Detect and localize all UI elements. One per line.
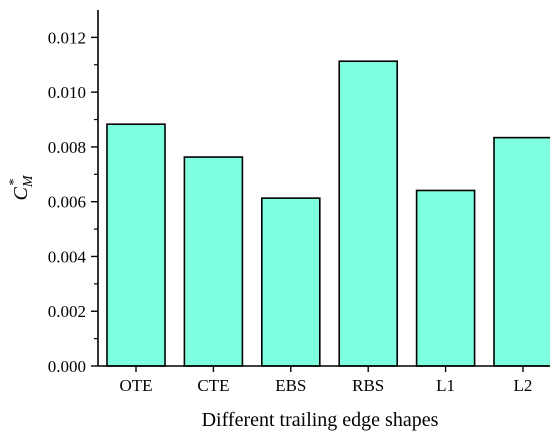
bar-l1 xyxy=(415,189,476,367)
y-tick-label: 0.004 xyxy=(48,247,87,266)
y-tick-label: 0.002 xyxy=(48,302,86,321)
y-tick-label: 0.010 xyxy=(48,83,86,102)
y-axis-title-main: C xyxy=(10,187,32,201)
bar-cte xyxy=(183,156,244,367)
y-axis-title-superscript: * xyxy=(7,178,22,185)
axes-layer xyxy=(97,10,549,367)
ticks-layer: OTECTEEBSRBSL1L2L30.0000.0020.0040.0060.… xyxy=(48,28,533,395)
bar-rbs xyxy=(338,60,399,367)
bar-l2 xyxy=(493,136,550,367)
x-tick-label: RBS xyxy=(352,376,384,395)
y-axis-title: CM* xyxy=(7,174,36,200)
bar-ote xyxy=(106,123,166,367)
y-tick-label: 0.000 xyxy=(48,357,86,376)
x-tick-label: L2 xyxy=(514,376,533,395)
x-tick-label: EBS xyxy=(275,376,306,395)
x-tick-label: CTE xyxy=(197,376,229,395)
y-axis-title-subscript: M xyxy=(21,174,36,188)
x-axis-title: Different trailing edge shapes xyxy=(202,409,439,431)
y-tick-label: 0.008 xyxy=(48,138,86,157)
y-tick-label: 0.012 xyxy=(48,28,86,47)
y-tick-label: 0.006 xyxy=(48,193,86,212)
bars-layer xyxy=(106,60,550,367)
bar-ebs xyxy=(260,197,321,367)
x-tick-label: OTE xyxy=(119,376,152,395)
x-tick-label: L1 xyxy=(436,376,455,395)
